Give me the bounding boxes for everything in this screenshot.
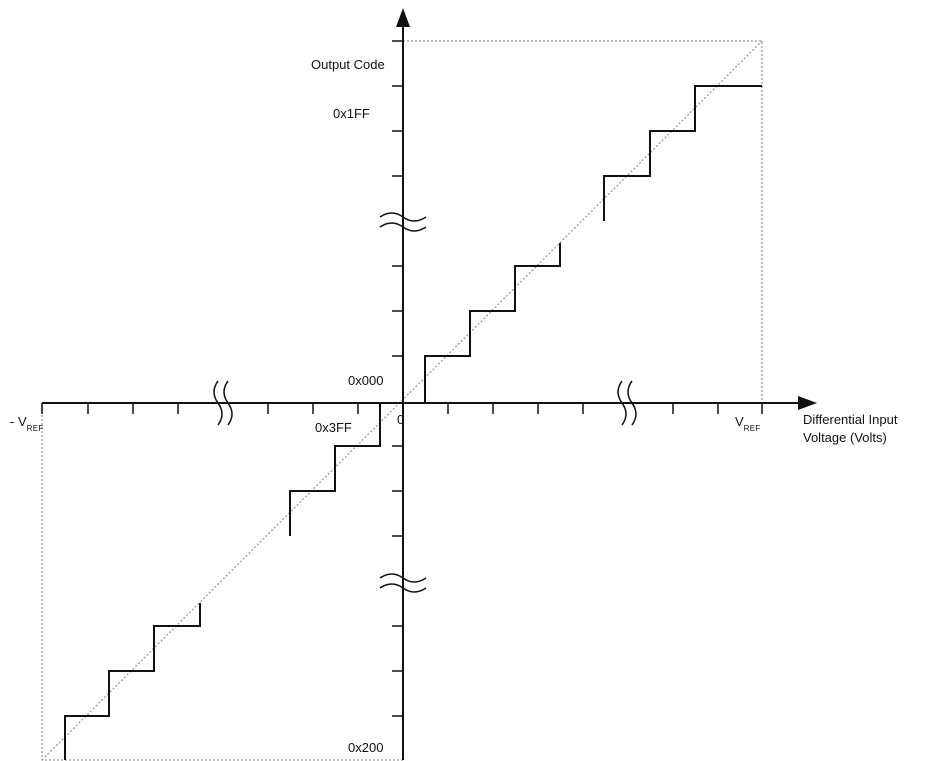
- y-axis-title: Output Code: [311, 57, 385, 72]
- staircase-segment-positive: [424, 243, 561, 403]
- staircase-segment-lower-left: [64, 603, 201, 760]
- full-scale-frame-top: [403, 40, 763, 403]
- x-axis-ticks: [41, 403, 763, 414]
- pos-vref-label: VREF: [735, 414, 761, 433]
- y-axis-arrowhead: [396, 8, 410, 27]
- staircase-transfer-function: [64, 85, 762, 760]
- staircase-segment-upper-right: [603, 85, 762, 221]
- code-neg-one-label: 0x3FF: [315, 420, 352, 435]
- y-axis-break-lower: [379, 573, 427, 593]
- neg-vref-prefix: - V: [10, 414, 27, 429]
- code-max-label: 0x1FF: [333, 106, 370, 121]
- staircase-segment-near-zero: [289, 403, 381, 536]
- pos-vref-prefix: V: [735, 414, 744, 429]
- origin-label: 0: [397, 412, 405, 427]
- x-axis-break-left: [213, 380, 233, 426]
- x-axis-title-line1: Differential Input: [803, 412, 898, 427]
- pos-vref-subscript: REF: [743, 424, 761, 433]
- y-axis-break-upper: [379, 212, 427, 232]
- code-min-label: 0x200: [348, 740, 384, 755]
- axis-break-marks: [213, 212, 637, 593]
- code-zero-label: 0x000: [348, 373, 384, 388]
- x-axis-arrowhead: [798, 396, 817, 410]
- neg-vref-subscript: REF: [26, 424, 44, 433]
- x-axis-break-right: [617, 380, 637, 426]
- y-axis-ticks: [392, 40, 403, 717]
- neg-vref-label: - VREF: [10, 414, 44, 433]
- x-axis-title-line2: Voltage (Volts): [803, 430, 887, 445]
